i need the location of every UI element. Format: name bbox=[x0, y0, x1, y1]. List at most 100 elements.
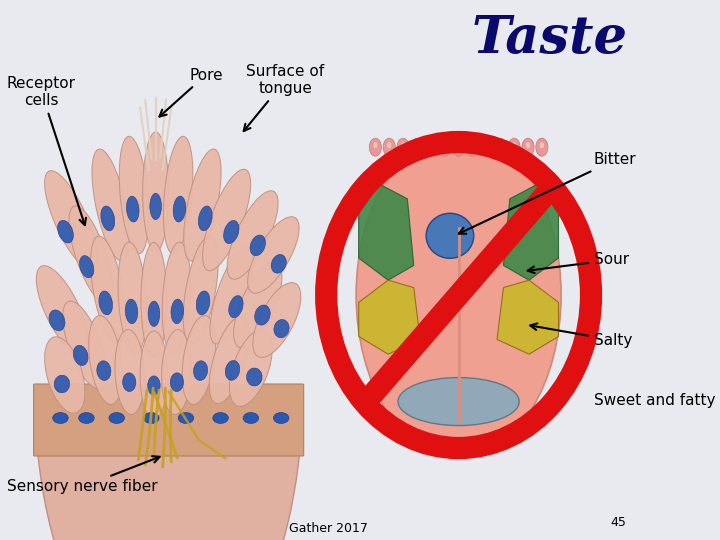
Ellipse shape bbox=[227, 191, 278, 279]
Ellipse shape bbox=[536, 138, 548, 156]
Ellipse shape bbox=[213, 413, 228, 423]
Text: Sweet: Sweet bbox=[593, 377, 641, 393]
Ellipse shape bbox=[508, 138, 520, 156]
Ellipse shape bbox=[442, 141, 447, 149]
Ellipse shape bbox=[54, 375, 70, 393]
Text: Receptor
cells: Receptor cells bbox=[7, 76, 86, 225]
Polygon shape bbox=[359, 280, 420, 354]
Ellipse shape bbox=[253, 282, 301, 357]
Ellipse shape bbox=[141, 242, 167, 357]
Ellipse shape bbox=[125, 299, 138, 323]
Ellipse shape bbox=[453, 138, 464, 156]
Ellipse shape bbox=[498, 141, 503, 149]
Ellipse shape bbox=[178, 413, 194, 423]
Ellipse shape bbox=[274, 413, 289, 423]
Ellipse shape bbox=[425, 138, 437, 156]
Ellipse shape bbox=[101, 206, 114, 231]
Ellipse shape bbox=[511, 141, 517, 149]
Ellipse shape bbox=[73, 345, 88, 366]
Ellipse shape bbox=[246, 368, 262, 386]
Text: Sensory nerve fiber: Sensory nerve fiber bbox=[6, 456, 160, 495]
Text: Sweet and fatty: Sweet and fatty bbox=[593, 393, 715, 408]
Ellipse shape bbox=[426, 213, 474, 258]
Ellipse shape bbox=[373, 141, 378, 149]
Ellipse shape bbox=[400, 141, 405, 149]
Ellipse shape bbox=[58, 220, 73, 243]
Ellipse shape bbox=[53, 413, 68, 423]
Ellipse shape bbox=[49, 310, 65, 331]
Ellipse shape bbox=[383, 138, 395, 156]
Ellipse shape bbox=[250, 235, 266, 256]
Ellipse shape bbox=[184, 149, 221, 261]
Text: Salty: Salty bbox=[530, 323, 632, 348]
Ellipse shape bbox=[194, 361, 207, 381]
Polygon shape bbox=[359, 184, 414, 280]
Ellipse shape bbox=[92, 149, 130, 261]
Ellipse shape bbox=[118, 242, 147, 354]
Ellipse shape bbox=[484, 141, 489, 149]
Text: Taste: Taste bbox=[472, 12, 627, 64]
Ellipse shape bbox=[96, 361, 111, 381]
Ellipse shape bbox=[143, 132, 168, 252]
Ellipse shape bbox=[255, 305, 270, 325]
Ellipse shape bbox=[148, 376, 160, 395]
Ellipse shape bbox=[225, 361, 240, 380]
Text: Pore: Pore bbox=[159, 68, 222, 117]
Ellipse shape bbox=[36, 266, 88, 354]
Ellipse shape bbox=[210, 246, 253, 344]
Ellipse shape bbox=[230, 330, 272, 406]
Ellipse shape bbox=[197, 291, 210, 315]
Ellipse shape bbox=[369, 138, 382, 156]
Ellipse shape bbox=[99, 291, 112, 315]
Ellipse shape bbox=[161, 329, 192, 415]
Ellipse shape bbox=[120, 136, 149, 254]
Ellipse shape bbox=[150, 193, 161, 220]
Ellipse shape bbox=[411, 138, 423, 156]
Ellipse shape bbox=[89, 315, 122, 404]
Ellipse shape bbox=[526, 141, 531, 149]
Ellipse shape bbox=[198, 206, 212, 231]
Ellipse shape bbox=[202, 169, 251, 271]
Polygon shape bbox=[497, 280, 559, 354]
Text: 45: 45 bbox=[611, 516, 626, 530]
Ellipse shape bbox=[163, 136, 193, 254]
FancyBboxPatch shape bbox=[34, 384, 304, 456]
Ellipse shape bbox=[234, 262, 282, 348]
Ellipse shape bbox=[539, 141, 544, 149]
Polygon shape bbox=[503, 184, 559, 280]
Ellipse shape bbox=[398, 377, 519, 426]
Ellipse shape bbox=[182, 315, 216, 404]
Ellipse shape bbox=[494, 138, 506, 156]
Ellipse shape bbox=[480, 138, 492, 156]
Ellipse shape bbox=[229, 295, 243, 318]
Ellipse shape bbox=[63, 301, 107, 389]
Ellipse shape bbox=[143, 413, 159, 423]
Ellipse shape bbox=[224, 220, 239, 244]
Text: Surface of
tongue: Surface of tongue bbox=[244, 64, 325, 131]
Ellipse shape bbox=[69, 206, 112, 304]
Ellipse shape bbox=[45, 337, 85, 413]
Ellipse shape bbox=[248, 217, 299, 293]
Ellipse shape bbox=[173, 196, 186, 222]
Ellipse shape bbox=[162, 242, 191, 354]
Ellipse shape bbox=[387, 141, 392, 149]
Ellipse shape bbox=[115, 329, 145, 415]
Ellipse shape bbox=[274, 320, 289, 338]
Ellipse shape bbox=[91, 236, 125, 344]
Ellipse shape bbox=[78, 413, 94, 423]
Text: Gather 2017: Gather 2017 bbox=[289, 522, 368, 535]
Text: Sour: Sour bbox=[528, 253, 629, 273]
Ellipse shape bbox=[456, 141, 462, 149]
Ellipse shape bbox=[122, 373, 136, 392]
Polygon shape bbox=[35, 390, 303, 540]
Ellipse shape bbox=[127, 196, 139, 222]
Ellipse shape bbox=[148, 301, 160, 327]
Ellipse shape bbox=[397, 138, 409, 156]
Ellipse shape bbox=[415, 141, 420, 149]
Ellipse shape bbox=[210, 316, 249, 404]
Ellipse shape bbox=[79, 255, 94, 278]
Ellipse shape bbox=[45, 171, 97, 269]
Ellipse shape bbox=[271, 254, 287, 273]
Ellipse shape bbox=[170, 373, 184, 392]
Ellipse shape bbox=[243, 413, 258, 423]
